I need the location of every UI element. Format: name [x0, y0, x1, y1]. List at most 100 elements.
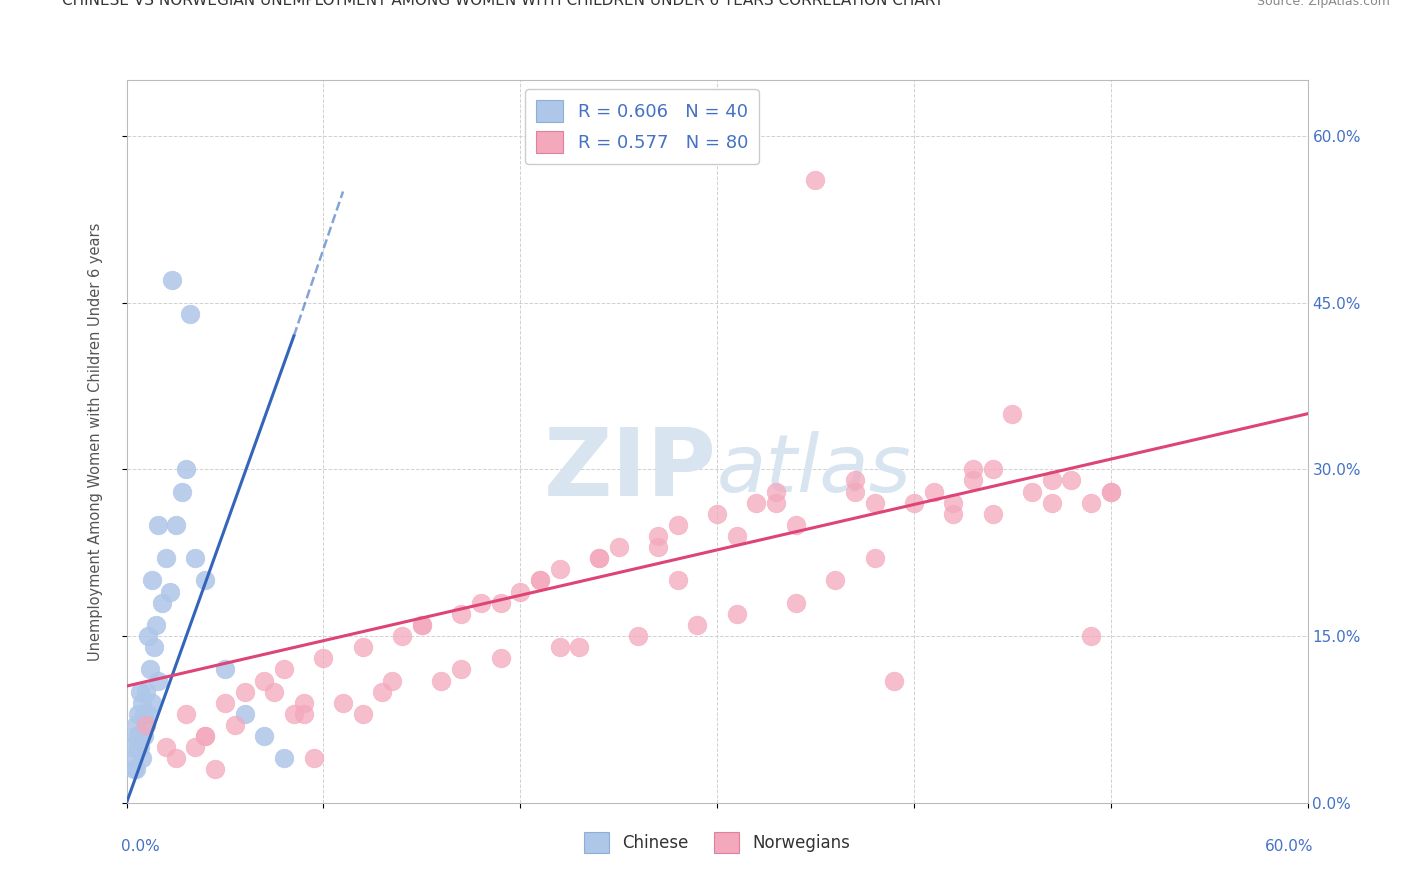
Point: [253, 673, 276, 688]
Point: [430, 673, 453, 688]
Point: [489, 651, 512, 665]
Point: [765, 496, 787, 510]
Point: [143, 640, 166, 655]
Point: [194, 574, 217, 588]
Point: [146, 517, 169, 532]
Point: [174, 706, 197, 721]
Point: [411, 618, 433, 632]
Point: [568, 640, 591, 655]
Point: [312, 651, 335, 665]
Point: [129, 684, 152, 698]
Point: [942, 507, 965, 521]
Point: [824, 574, 846, 588]
Point: [981, 462, 1004, 476]
Point: [136, 706, 159, 721]
Point: [292, 706, 315, 721]
Text: atlas: atlas: [717, 432, 912, 509]
Point: [706, 507, 728, 521]
Point: [942, 496, 965, 510]
Point: [184, 740, 207, 755]
Point: [1001, 407, 1024, 421]
Point: [352, 706, 374, 721]
Point: [1040, 496, 1063, 510]
Point: [1021, 484, 1043, 499]
Point: [785, 517, 807, 532]
Point: [1060, 474, 1083, 488]
Point: [150, 596, 173, 610]
Point: [1080, 496, 1102, 510]
Point: [159, 584, 181, 599]
Point: [411, 618, 433, 632]
Point: [981, 507, 1004, 521]
Point: [962, 462, 984, 476]
Point: [145, 618, 167, 632]
Point: [1040, 474, 1063, 488]
Point: [160, 273, 183, 287]
Point: [352, 640, 374, 655]
Point: [292, 696, 315, 710]
Point: [1099, 484, 1122, 499]
Point: [214, 696, 236, 710]
Text: 0.0%: 0.0%: [121, 838, 159, 854]
Point: [647, 529, 669, 543]
Point: [529, 574, 551, 588]
Point: [273, 751, 295, 765]
Point: [745, 496, 768, 510]
Point: [470, 596, 492, 610]
Point: [129, 740, 152, 755]
Point: [844, 474, 866, 488]
Point: [489, 596, 512, 610]
Point: [121, 740, 143, 755]
Point: [765, 484, 787, 499]
Point: [273, 662, 295, 676]
Point: [139, 662, 162, 676]
Point: [224, 718, 246, 732]
Point: [131, 696, 153, 710]
Point: [155, 740, 177, 755]
Point: [804, 173, 827, 187]
Point: [302, 751, 325, 765]
Point: [332, 696, 354, 710]
Point: [253, 729, 276, 743]
Text: ZIP: ZIP: [544, 425, 717, 516]
Point: [184, 551, 207, 566]
Point: [127, 729, 149, 743]
Point: [233, 706, 256, 721]
Y-axis label: Unemployment Among Women with Children Under 6 years: Unemployment Among Women with Children U…: [89, 222, 103, 661]
Point: [127, 706, 149, 721]
Point: [647, 540, 669, 554]
Point: [588, 551, 610, 566]
Point: [844, 484, 866, 499]
Point: [725, 607, 748, 621]
Point: [666, 517, 689, 532]
Text: CHINESE VS NORWEGIAN UNEMPLOYMENT AMONG WOMEN WITH CHILDREN UNDER 6 YEARS CORREL: CHINESE VS NORWEGIAN UNEMPLOYMENT AMONG …: [62, 0, 943, 8]
Point: [214, 662, 236, 676]
Point: [903, 496, 925, 510]
Point: [391, 629, 413, 643]
Point: [588, 551, 610, 566]
Point: [146, 673, 169, 688]
Point: [283, 706, 305, 721]
Point: [450, 662, 472, 676]
Point: [509, 584, 531, 599]
Point: [204, 763, 226, 777]
Text: 60.0%: 60.0%: [1265, 838, 1313, 854]
Point: [131, 751, 153, 765]
Point: [371, 684, 394, 698]
Point: [141, 574, 163, 588]
Point: [863, 551, 886, 566]
Point: [134, 706, 156, 721]
Point: [725, 529, 748, 543]
Point: [124, 751, 146, 765]
Point: [883, 673, 905, 688]
Point: [529, 574, 551, 588]
Point: [165, 517, 187, 532]
Legend: Chinese, Norwegians: Chinese, Norwegians: [578, 826, 856, 860]
Point: [627, 629, 650, 643]
Point: [922, 484, 945, 499]
Point: [135, 684, 157, 698]
Point: [548, 562, 571, 576]
Point: [686, 618, 709, 632]
Point: [381, 673, 404, 688]
Point: [607, 540, 630, 554]
